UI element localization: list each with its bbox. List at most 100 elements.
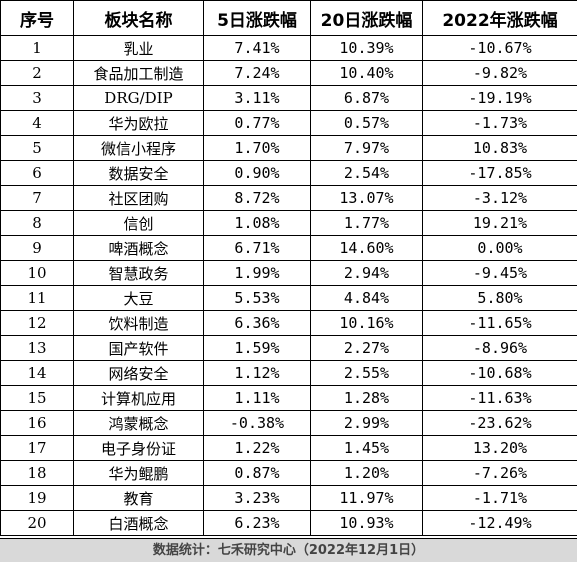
- sector-performance-table: 序号 板块名称 5日涨跌幅 20日涨跌幅 2022年涨跌幅 1 乳业 7.41% 10…: [0, 0, 577, 536]
- row-sector-name-cell: 数据安全: [73, 160, 204, 186]
- header-20day-change: 20日涨跌幅: [310, 0, 423, 36]
- row-2022-change-cell: -11.63%: [422, 385, 577, 411]
- row-2022-change-cell: 0.00%: [422, 235, 577, 261]
- row-2022-change-cell: -11.65%: [422, 310, 577, 336]
- row-20day-change-cell: 6.87%: [310, 85, 423, 111]
- row-index-cell: 10: [0, 260, 74, 286]
- row-5day-change-cell: 0.87%: [203, 460, 311, 486]
- row-2022-change-cell: -23.62%: [422, 410, 577, 436]
- data-source-footer: 数据统计：七禾研究中心（2022年12月1日）: [0, 538, 577, 562]
- table-row: 6 数据安全 0.90% 2.54% -17.85%: [0, 160, 577, 186]
- row-20day-change-cell: 1.28%: [310, 385, 423, 411]
- row-2022-change-cell: 5.80%: [422, 285, 577, 311]
- row-sector-name-cell: 乳业: [73, 35, 204, 61]
- row-index-cell: 4: [0, 110, 74, 136]
- row-5day-change-cell: 5.53%: [203, 285, 311, 311]
- row-sector-name-cell: 食品加工制造: [73, 60, 204, 86]
- row-20day-change-cell: 10.16%: [310, 310, 423, 336]
- row-index-cell: 18: [0, 460, 74, 486]
- table-row: 1 乳业 7.41% 10.39% -10.67%: [0, 35, 577, 61]
- row-5day-change-cell: -0.38%: [203, 410, 311, 436]
- row-index-cell: 5: [0, 135, 74, 161]
- row-20day-change-cell: 0.57%: [310, 110, 423, 136]
- row-5day-change-cell: 6.71%: [203, 235, 311, 261]
- row-5day-change-cell: 3.11%: [203, 85, 311, 111]
- row-sector-name-cell: 信创: [73, 210, 204, 236]
- row-5day-change-cell: 1.70%: [203, 135, 311, 161]
- row-2022-change-cell: -12.49%: [422, 510, 577, 536]
- row-sector-name-cell: 网络安全: [73, 360, 204, 386]
- row-index-cell: 13: [0, 335, 74, 361]
- row-index-cell: 1: [0, 35, 74, 61]
- row-20day-change-cell: 10.93%: [310, 510, 423, 536]
- row-sector-name-cell: 社区团购: [73, 185, 204, 211]
- row-sector-name-cell: 智慧政务: [73, 260, 204, 286]
- row-sector-name-cell: 大豆: [73, 285, 204, 311]
- row-20day-change-cell: 1.45%: [310, 435, 423, 461]
- table-row: 20 白酒概念 6.23% 10.93% -12.49%: [0, 510, 577, 536]
- row-index-cell: 14: [0, 360, 74, 386]
- row-20day-change-cell: 10.40%: [310, 60, 423, 86]
- row-2022-change-cell: -9.82%: [422, 60, 577, 86]
- row-index-cell: 16: [0, 410, 74, 436]
- row-2022-change-cell: -9.45%: [422, 260, 577, 286]
- row-5day-change-cell: 1.22%: [203, 435, 311, 461]
- table-row: 4 华为欧拉 0.77% 0.57% -1.73%: [0, 110, 577, 136]
- row-5day-change-cell: 1.11%: [203, 385, 311, 411]
- row-index-cell: 15: [0, 385, 74, 411]
- row-20day-change-cell: 1.77%: [310, 210, 423, 236]
- row-index-cell: 7: [0, 185, 74, 211]
- table-row: 8 信创 1.08% 1.77% 19.21%: [0, 210, 577, 236]
- row-20day-change-cell: 13.07%: [310, 185, 423, 211]
- row-20day-change-cell: 2.27%: [310, 335, 423, 361]
- row-20day-change-cell: 2.99%: [310, 410, 423, 436]
- row-index-cell: 8: [0, 210, 74, 236]
- header-2022-change: 2022年涨跌幅: [422, 0, 577, 36]
- table-row: 10 智慧政务 1.99% 2.94% -9.45%: [0, 260, 577, 286]
- row-5day-change-cell: 1.08%: [203, 210, 311, 236]
- row-sector-name-cell: 饮料制造: [73, 310, 204, 336]
- table-row: 18 华为鲲鹏 0.87% 1.20% -7.26%: [0, 460, 577, 486]
- row-index-cell: 6: [0, 160, 74, 186]
- row-sector-name-cell: 计算机应用: [73, 385, 204, 411]
- row-5day-change-cell: 1.59%: [203, 335, 311, 361]
- row-2022-change-cell: 19.21%: [422, 210, 577, 236]
- row-20day-change-cell: 11.97%: [310, 485, 423, 511]
- row-2022-change-cell: -1.71%: [422, 485, 577, 511]
- row-sector-name-cell: 国产软件: [73, 335, 204, 361]
- row-index-cell: 12: [0, 310, 74, 336]
- row-sector-name-cell: 教育: [73, 485, 204, 511]
- row-5day-change-cell: 1.99%: [203, 260, 311, 286]
- row-5day-change-cell: 6.23%: [203, 510, 311, 536]
- row-2022-change-cell: -17.85%: [422, 160, 577, 186]
- row-5day-change-cell: 7.41%: [203, 35, 311, 61]
- row-5day-change-cell: 0.77%: [203, 110, 311, 136]
- row-sector-name-cell: 微信小程序: [73, 135, 204, 161]
- table-row: 11 大豆 5.53% 4.84% 5.80%: [0, 285, 577, 311]
- row-index-cell: 2: [0, 60, 74, 86]
- row-sector-name-cell: 啤酒概念: [73, 235, 204, 261]
- row-20day-change-cell: 4.84%: [310, 285, 423, 311]
- row-20day-change-cell: 2.55%: [310, 360, 423, 386]
- row-sector-name-cell: 白酒概念: [73, 510, 204, 536]
- row-2022-change-cell: -19.19%: [422, 85, 577, 111]
- table-row: 16 鸿蒙概念 -0.38% 2.99% -23.62%: [0, 410, 577, 436]
- row-2022-change-cell: -7.26%: [422, 460, 577, 486]
- table-row: 15 计算机应用 1.11% 1.28% -11.63%: [0, 385, 577, 411]
- row-20day-change-cell: 10.39%: [310, 35, 423, 61]
- row-2022-change-cell: -3.12%: [422, 185, 577, 211]
- table-row: 13 国产软件 1.59% 2.27% -8.96%: [0, 335, 577, 361]
- header-index: 序号: [0, 0, 74, 36]
- row-20day-change-cell: 2.94%: [310, 260, 423, 286]
- table-row: 17 电子身份证 1.22% 1.45% 13.20%: [0, 435, 577, 461]
- row-5day-change-cell: 0.90%: [203, 160, 311, 186]
- header-5day-change: 5日涨跌幅: [203, 0, 311, 36]
- row-20day-change-cell: 2.54%: [310, 160, 423, 186]
- row-index-cell: 19: [0, 485, 74, 511]
- row-sector-name-cell: 电子身份证: [73, 435, 204, 461]
- row-20day-change-cell: 1.20%: [310, 460, 423, 486]
- row-sector-name-cell: 华为鲲鹏: [73, 460, 204, 486]
- row-5day-change-cell: 6.36%: [203, 310, 311, 336]
- table-row: 19 教育 3.23% 11.97% -1.71%: [0, 485, 577, 511]
